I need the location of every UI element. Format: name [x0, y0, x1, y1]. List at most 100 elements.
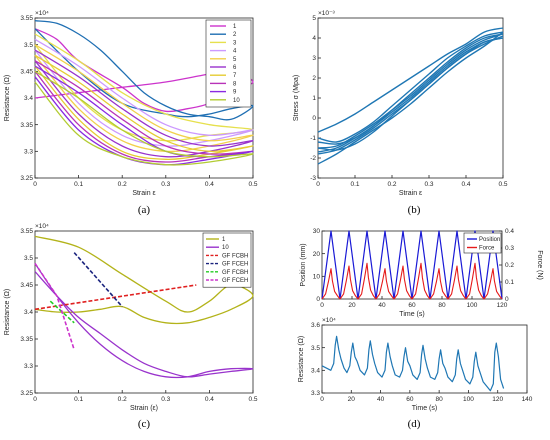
- y-tick-label: -3: [310, 175, 316, 182]
- x-axis-label: Strain (ε): [130, 405, 158, 412]
- series-line-1: [34, 235, 254, 325]
- caption-b: (b): [408, 204, 421, 216]
- series-line-6: [34, 49, 254, 158]
- y-tick-label: 5: [312, 15, 316, 22]
- series-line-10: [34, 263, 254, 379]
- x-tick-label: 100: [467, 302, 478, 309]
- y-exponent: ×10⁻³: [318, 10, 335, 17]
- y-tick-label: 3.45: [20, 282, 33, 289]
- legend-label: Position: [479, 237, 500, 243]
- y-tick-label: 0: [312, 115, 316, 122]
- series-line-10: [34, 70, 254, 166]
- legend-label: GF FCBH: [222, 253, 248, 259]
- y-axis-label-left: Position (mm): [300, 243, 307, 286]
- legend-label: 10: [222, 245, 229, 251]
- legend: [205, 19, 252, 108]
- legend-label: GF FCBH: [222, 270, 248, 276]
- x-tick-label: 0: [33, 181, 37, 188]
- x-tick-label: 0.2: [118, 396, 127, 403]
- x-tick-label: 140: [522, 396, 533, 403]
- x-tick-label: 0.3: [161, 396, 170, 403]
- fit-line-5: [34, 262, 75, 351]
- y-tick-label: 0.1: [505, 279, 514, 286]
- x-tick-label: 0.2: [118, 181, 127, 188]
- y-tick-label: 3.25: [20, 175, 33, 182]
- legend-label: 5: [233, 57, 237, 63]
- legend-label: 1: [233, 24, 237, 30]
- y-tick-label: 3.4: [24, 95, 33, 102]
- y-tick-label: 3.3: [24, 363, 33, 370]
- x-tick-label: 0.1: [74, 181, 83, 188]
- stress-strain-loop-6: [317, 31, 504, 143]
- y-axis-label: Resistance (Ω): [298, 336, 305, 382]
- x-tick-label: 40: [377, 396, 385, 403]
- y-tick-label: 3.35: [20, 336, 33, 343]
- x-tick-label: 0: [316, 181, 320, 188]
- y-tick-label: 2: [312, 75, 316, 82]
- x-tick-label: 0.1: [350, 181, 359, 188]
- x-tick-label: 60: [408, 302, 416, 309]
- x-axis-label: Strain ε: [399, 190, 422, 197]
- stress-strain-loop-0: [317, 33, 504, 145]
- panel-b: 0 0.1 0.2 0.3 0.4 0.5 -3 -2 -1 0 1 2 3 4 5×10⁻³ Strain …: [293, 10, 508, 216]
- y-tick-label: 1: [312, 95, 316, 102]
- x-tick-label: 0.5: [498, 181, 507, 188]
- panel-d-bottom: 0 20 40 60 80 100 120 140 3.3 3.4 3.5 3.6×10⁴ Time (…: [298, 317, 533, 430]
- legend-label: 6: [233, 65, 237, 71]
- legend-label: 3: [233, 40, 237, 46]
- y-tick-label: 3.5: [24, 255, 33, 262]
- legend-label: 9: [233, 90, 237, 96]
- legend-label: 7: [233, 73, 237, 79]
- x-tick-label: 0.5: [248, 181, 257, 188]
- x-tick-label: 0.3: [424, 181, 433, 188]
- x-tick-label: 0: [33, 396, 37, 403]
- x-tick-label: 120: [497, 302, 508, 309]
- y-tick-label: 3.6: [311, 322, 320, 329]
- stress-strain-loop-1: [317, 33, 504, 149]
- y-tick-label: 0: [505, 296, 509, 303]
- fit-line-4: [49, 300, 75, 324]
- plot-frame: [321, 324, 528, 394]
- x-axis-label: Time (s): [399, 311, 424, 318]
- y-tick-label: 3.55: [20, 228, 33, 235]
- x-tick-label: 0: [320, 396, 324, 403]
- legend-label: GF FCEH: [222, 278, 248, 284]
- y-tick-label: 3.4: [311, 368, 320, 375]
- x-tick-label: 20: [348, 302, 356, 309]
- x-tick-label: 0: [320, 302, 324, 309]
- fit-line-2: [34, 284, 197, 311]
- legend-label: 1: [222, 237, 226, 243]
- series-line-4: [34, 38, 254, 147]
- x-tick-label: 0.4: [205, 396, 214, 403]
- y-tick-label: 0.2: [505, 262, 514, 269]
- stress-strain-loop-5: [317, 31, 504, 165]
- y-tick-label: 0.4: [505, 228, 514, 235]
- fit-line-3: [73, 252, 123, 308]
- legend-label: GF FCEH: [222, 262, 248, 268]
- panel-d-top: 0 20 40 60 80 100 120010203000.10.20.30.4Time …: [300, 228, 543, 318]
- x-tick-label: 80: [436, 396, 444, 403]
- y-tick-label: -1: [310, 135, 316, 142]
- series-line-5: [34, 44, 254, 153]
- x-tick-label: 60: [406, 396, 414, 403]
- legend-label: 8: [233, 81, 237, 87]
- y-axis-label: Stress σ (Mpa): [293, 75, 300, 121]
- stress-strain-loop-7: [317, 35, 504, 155]
- x-tick-label: 100: [463, 396, 474, 403]
- x-tick-label: 0.4: [461, 181, 470, 188]
- x-axis-label: Time (s): [412, 405, 437, 412]
- legend-label: Force: [479, 246, 495, 252]
- x-tick-label: 0.2: [387, 181, 396, 188]
- series-line-7: [34, 54, 254, 160]
- legend-label: 2: [233, 32, 237, 38]
- legend-label: 4: [233, 49, 237, 55]
- y-axis-label: Resistance (Ω): [4, 75, 11, 121]
- x-tick-label: 0.4: [205, 181, 214, 188]
- x-tick-label: 0.3: [161, 181, 170, 188]
- y-tick-label: 10: [313, 274, 321, 281]
- y-tick-label: 30: [313, 228, 321, 235]
- y-tick-label: 0: [316, 296, 320, 303]
- y-tick-label: 3.3: [311, 390, 320, 397]
- x-axis-label: Strain ε: [132, 190, 155, 197]
